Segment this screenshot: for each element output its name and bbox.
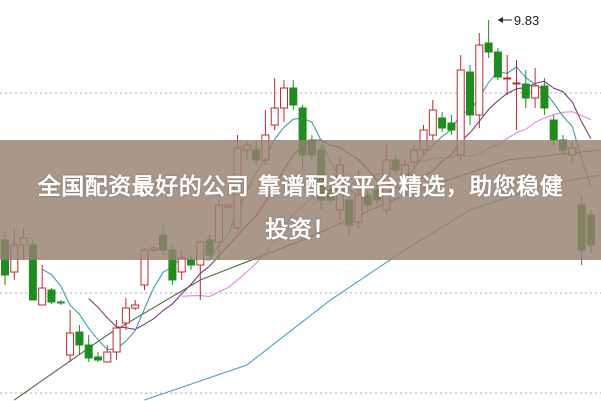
candle-down [466,65,474,125]
candle-up [38,265,47,306]
candle-body [84,344,93,359]
candle-up [131,300,140,310]
candle-body [121,307,130,324]
candle-body [531,85,540,99]
candle-down [94,352,102,362]
candle-body [447,122,456,131]
candle-body [47,289,56,303]
candle-up [503,55,512,95]
candle-body [131,304,140,309]
candle-down [438,112,447,132]
candle-down [521,70,530,108]
gridlines [0,92,601,394]
candle-up [512,60,521,130]
candle-up [475,33,484,128]
candle-body [428,109,437,136]
candle-up [280,80,288,122]
candle-body [75,331,84,346]
candle-down [493,48,502,80]
candle-down [84,335,93,362]
candle-body [112,327,121,353]
candle-down [447,115,456,135]
candle-down [289,80,298,110]
candle-body [540,85,549,109]
candle-body [475,44,484,116]
candle-body [484,42,493,53]
candle-body [466,71,474,116]
candle-body [38,287,47,306]
candle-up [270,78,279,130]
candle-body [493,51,502,78]
candle-body [549,119,558,141]
candle-body [103,351,112,363]
candle-up [121,298,130,330]
candle-body [512,82,521,85]
candle-down [47,288,56,304]
candle-body [56,301,65,304]
candle-body [66,332,75,356]
candle-body [177,257,186,273]
candle-body [438,117,447,129]
peak-arrow-icon [497,17,503,23]
candle-up [112,320,121,360]
candle-up [103,345,112,363]
candle-up [531,68,540,108]
candle-down [75,325,84,355]
candle-body [94,356,102,361]
banner-line-1: 全国配资最好的公司 靠谱配资平台精选，助您稳健 [37,174,564,200]
peak-label: 9.83 [514,13,539,28]
candle-up [428,100,437,140]
candle-body [280,87,288,109]
candle-down [540,78,549,115]
peak-annotation: 9.83 [497,13,539,28]
candle-body [289,87,298,106]
candle-down [56,300,65,305]
banner-line-2: 投资！ [265,217,336,243]
candle-body [270,107,279,126]
candle-body [521,83,530,99]
ad-banner[interactable]: 全国配资最好的公司 靠谱配资平台精选，助您稳健 投资！ [0,140,601,260]
candle-body [187,259,195,266]
candle-up [66,310,75,362]
candle-down [484,20,493,58]
candle-body [503,77,512,80]
